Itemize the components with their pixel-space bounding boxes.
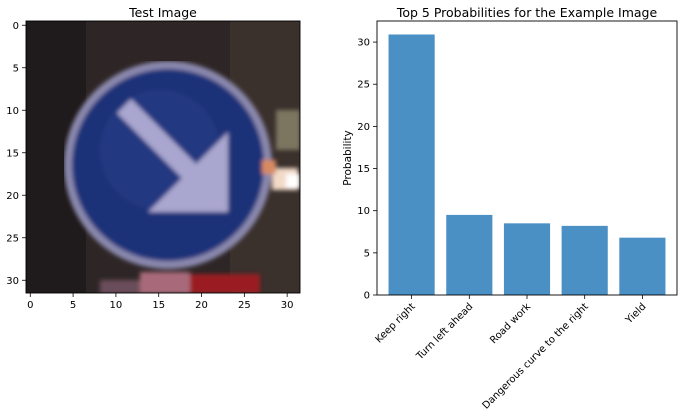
bar-turn-left-ahead xyxy=(446,214,493,295)
chart-x-tick-label: Keep right xyxy=(374,301,418,345)
bars xyxy=(388,34,666,296)
test-image-frame xyxy=(25,20,301,294)
image-x-tick-label: 30 xyxy=(281,300,294,311)
image-x-tick-label: 10 xyxy=(110,300,123,311)
bar-dangerous-curve-to-the-right xyxy=(561,225,608,295)
image-x-tick-label: 25 xyxy=(238,300,251,311)
y-axis-label: Probability xyxy=(342,130,354,186)
image-y-tick-label: 25 xyxy=(6,233,19,244)
image-x-tick-label: 15 xyxy=(152,300,165,311)
bar-keep-right xyxy=(388,34,435,296)
image-y-tick-label: 30 xyxy=(6,276,19,287)
test-image-y-axis: 0 5 10 15 20 25 30 xyxy=(6,21,26,287)
probability-chart: Top 5 Probabilities for the Example Imag… xyxy=(342,5,678,412)
chart-y-tick-label: 5 xyxy=(364,248,370,259)
chart-y-tick-label: 20 xyxy=(357,122,370,133)
image-y-tick-label: 10 xyxy=(6,106,19,117)
bar-road-work xyxy=(503,223,551,295)
bar-yield xyxy=(619,237,666,295)
chart-x-tick-label: Turn left ahead xyxy=(414,301,475,362)
image-y-tick-label: 20 xyxy=(6,191,19,202)
test-image-x-axis: 0 5 10 15 20 25 30 xyxy=(27,293,294,311)
test-image-title: Test Image xyxy=(128,5,197,20)
test-image-panel: Test Image xyxy=(6,5,301,311)
chart-title: Top 5 Probabilities for the Example Imag… xyxy=(396,5,658,20)
chart-x-tick-label: Yield xyxy=(623,301,648,326)
traffic-sign-image xyxy=(26,21,300,293)
chart-x-tick-label: Dangerous curve to the right xyxy=(481,301,591,411)
chart-y-tick-label: 0 xyxy=(364,291,370,302)
chart-y-tick-label: 15 xyxy=(357,164,370,175)
image-y-tick-label: 5 xyxy=(13,63,19,74)
image-y-tick-label: 0 xyxy=(13,21,19,32)
chart-y-tick-label: 25 xyxy=(357,80,370,91)
chart-y-tick-label: 30 xyxy=(357,38,370,49)
chart-y-axis: 0 5 10 15 20 25 30 xyxy=(357,38,377,302)
image-x-tick-label: 5 xyxy=(70,300,76,311)
image-x-tick-label: 20 xyxy=(195,300,208,311)
chart-y-tick-label: 10 xyxy=(357,206,370,217)
chart-x-tick-label: Road work xyxy=(488,301,533,346)
image-y-tick-label: 15 xyxy=(6,148,19,159)
image-x-tick-label: 0 xyxy=(27,300,33,311)
